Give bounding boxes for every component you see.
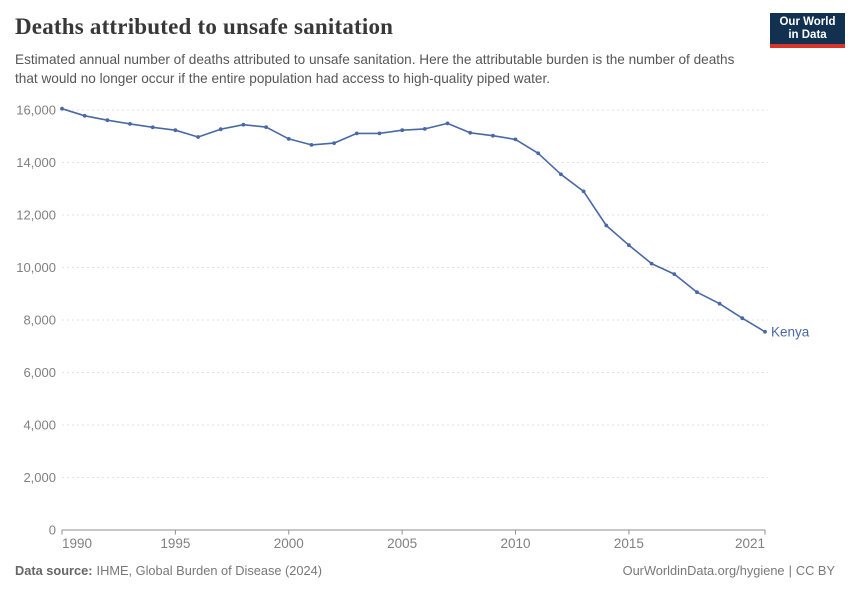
data-point[interactable] [604,223,609,228]
data-point[interactable] [763,329,767,334]
data-point[interactable] [354,131,359,136]
data-point[interactable] [581,189,586,194]
series-line-kenya[interactable] [61,107,766,333]
x-tick-label: 2015 [614,536,644,551]
x-tick-label: 2005 [387,536,417,551]
data-point[interactable] [82,113,87,118]
data-point[interactable] [559,172,563,177]
data-point[interactable] [717,301,722,306]
data-point[interactable] [105,118,110,123]
owid-logo-line1: Our World [779,15,836,28]
data-point[interactable] [218,127,223,132]
y-tick-label: 6,000 [23,365,56,380]
credit-link[interactable]: OurWorldinData.org/hygiene [622,563,785,578]
data-point[interactable] [536,151,541,156]
data-point[interactable] [128,122,132,126]
page-title: Deaths attributed to unsafe sanitation [15,14,394,39]
y-tick-label: 14,000 [16,155,56,170]
data-point[interactable] [513,137,518,142]
credit-license[interactable]: CC BY [795,563,835,578]
owid-logo[interactable]: Our World in Data [770,13,845,48]
data-point[interactable] [445,121,450,126]
data-point[interactable] [60,106,64,111]
y-tick-label: 16,000 [16,103,56,118]
y-tick-label: 10,000 [16,260,56,275]
data-point[interactable] [150,125,155,130]
data-point[interactable] [309,143,314,147]
x-tick-label: 2010 [501,536,531,551]
data-point[interactable] [695,290,699,295]
x-tick-label: 2021 [735,536,765,551]
y-tick-label: 8,000 [23,313,56,328]
x-tick-label: 2000 [274,536,304,551]
data-point[interactable] [332,141,336,146]
data-point[interactable] [422,126,427,131]
data-point[interactable] [672,272,677,276]
x-tick-label: 1995 [160,536,190,551]
data-source-label: Data source: [15,563,93,578]
data-source-value: IHME, Global Burden of Disease (2024) [96,563,323,578]
data-point[interactable] [627,243,631,248]
data-point[interactable] [377,131,382,136]
y-tick-label: 2,000 [23,470,56,485]
data-point[interactable] [196,135,201,139]
data-point[interactable] [264,125,268,129]
owid-logo-line2: in Data [788,28,827,41]
x-tick-label: 1990 [62,536,92,551]
data-point[interactable] [241,122,246,127]
data-point[interactable] [400,128,405,133]
data-point[interactable] [173,128,178,133]
data-point[interactable] [468,130,473,135]
y-tick-label: 4,000 [23,418,56,433]
chart-footer: Data source: IHME, Global Burden of Disea… [15,563,835,578]
credit: OurWorldinData.org/hygiene | CC BY [623,563,835,578]
y-tick-label: 12,000 [16,208,56,223]
y-tick-label: 0 [49,523,56,538]
data-point[interactable] [649,261,654,266]
data-point[interactable] [491,133,495,138]
data-point[interactable] [286,137,291,141]
credit-separator: | [788,563,792,578]
chart-subtitle: Estimated annual number of deaths attrib… [15,52,735,86]
data-point[interactable] [740,316,745,321]
series-label: Kenya [771,324,810,339]
data-source: Data source: IHME, Global Burden of Disea… [15,563,322,578]
